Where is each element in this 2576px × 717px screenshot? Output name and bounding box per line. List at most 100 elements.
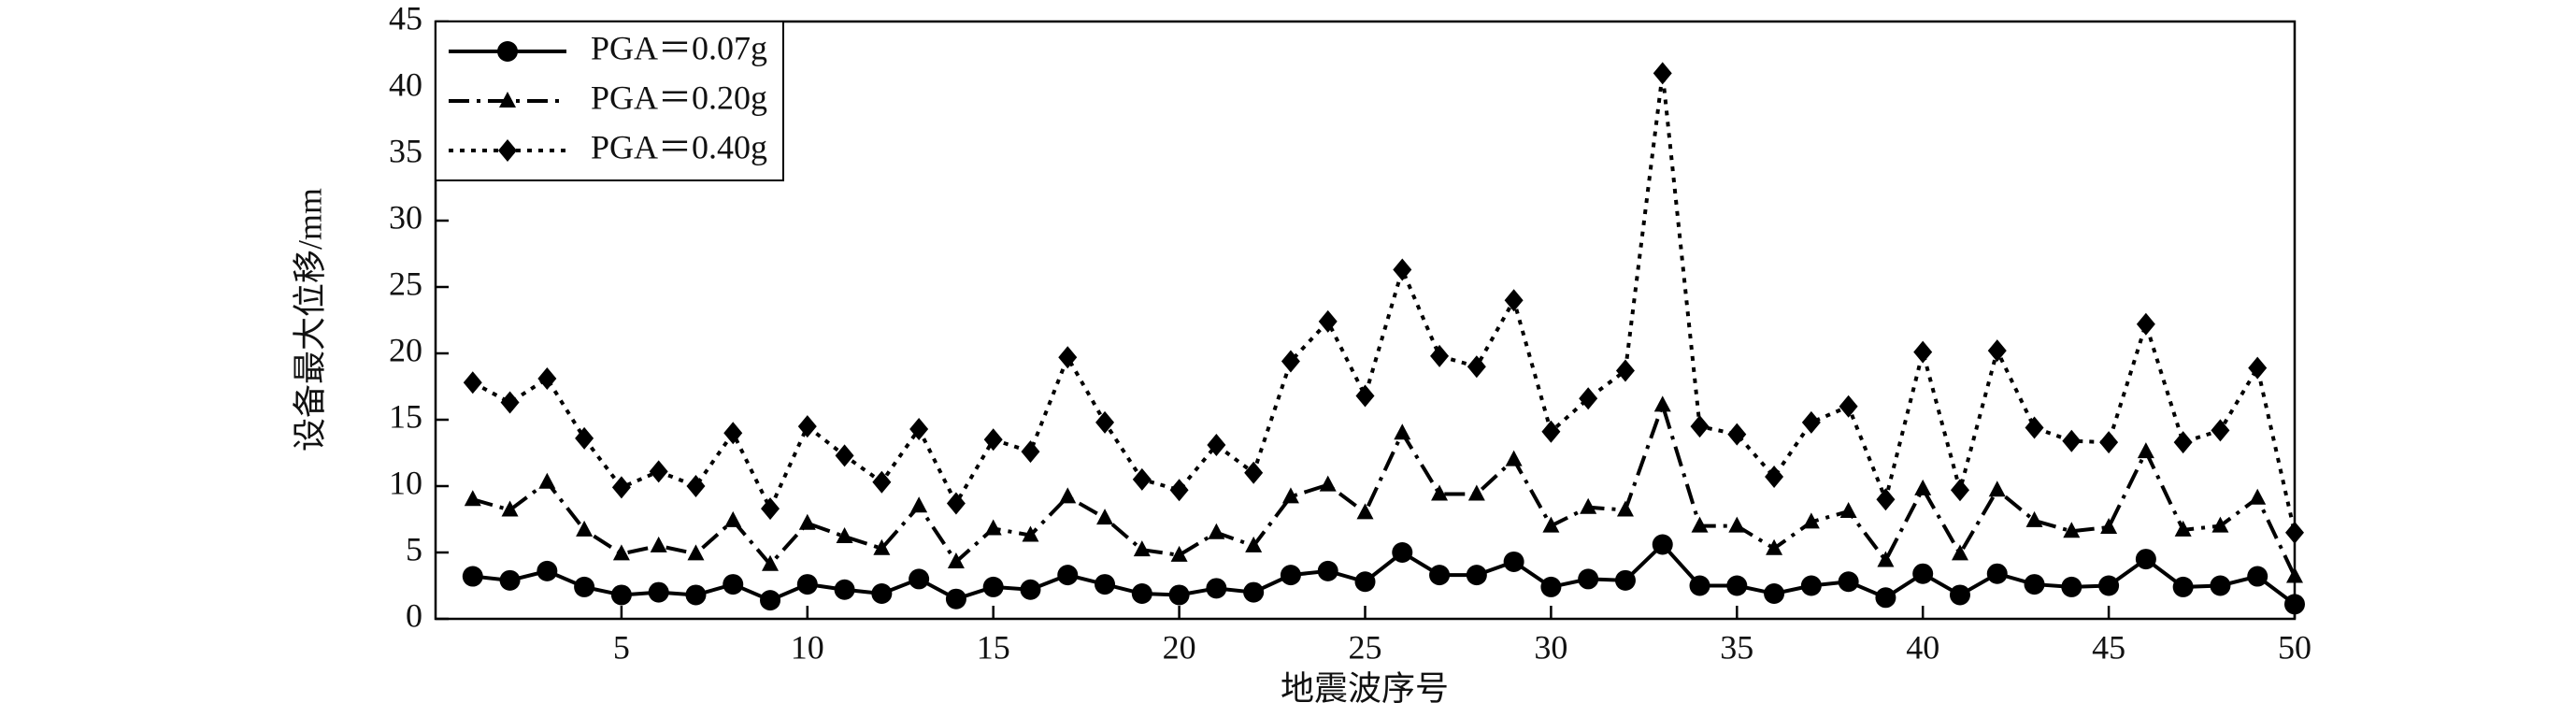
marker [1876,488,1896,511]
marker [2024,574,2045,595]
marker [501,500,519,517]
marker [499,569,521,591]
marker [1281,350,1300,373]
marker [1877,551,1895,567]
marker [1020,579,1041,600]
marker [2211,419,2230,442]
marker [1614,569,1636,591]
marker [1800,575,1822,596]
marker [1095,410,1115,434]
marker [2025,416,2044,439]
y-tick-label: 35 [389,132,422,169]
marker [723,574,744,595]
x-tick-label: 30 [1534,628,1567,666]
marker [872,470,892,494]
marker [1466,565,1487,586]
marker [1170,545,1188,562]
marker [1616,500,1634,517]
marker [1208,523,1225,539]
marker [798,513,816,530]
marker [612,544,630,561]
marker [1022,525,1039,542]
marker [1319,475,1337,492]
marker [1467,355,1486,379]
marker [1913,340,1933,364]
marker [1838,571,1859,593]
marker [1058,346,1078,369]
marker [761,497,780,521]
marker [1096,509,1114,525]
marker [947,552,965,568]
marker [1245,536,1263,552]
marker [1951,544,1968,561]
marker [1914,479,1932,495]
marker [1988,480,2006,497]
marker [1504,289,1524,312]
marker [2284,594,2305,615]
marker [1393,258,1412,281]
marker [983,428,1003,452]
legend: PGA＝0.07g PGA＝0.20g PGA＝0.40g [435,21,784,181]
x-tick-label: 50 [2278,628,2311,666]
marker [576,520,594,537]
marker [464,490,481,507]
marker [1875,587,1896,609]
marker [762,554,780,571]
marker [945,588,966,609]
marker [1355,384,1375,408]
marker [797,415,817,438]
marker [1690,415,1710,438]
marker [1615,359,1635,382]
marker [610,584,632,606]
marker [1206,578,1227,599]
y-tick-label: 40 [389,65,422,103]
marker [1430,344,1450,367]
marker [649,460,668,483]
marker [1059,487,1077,504]
marker [1131,583,1152,605]
marker [1987,339,2007,363]
marker [2137,442,2154,459]
marker [909,568,930,590]
marker [1580,497,1597,514]
y-tick-label: 5 [406,530,422,567]
marker [1653,395,1671,412]
marker [1801,410,1821,434]
marker [2100,518,2118,535]
marker [1467,484,1485,501]
marker [462,566,483,587]
marker [2286,566,2303,583]
marker [1912,563,1934,584]
marker [834,579,855,600]
y-tick-label: 20 [389,331,422,368]
marker [1318,309,1338,333]
marker [1132,467,1152,491]
marker [1021,440,1040,464]
legend-label: PGA＝0.07g [591,29,767,66]
marker [2210,575,2231,596]
marker [1802,512,1820,529]
marker [1578,568,1599,590]
marker [500,391,520,414]
marker [1169,479,1189,502]
marker [611,476,631,499]
marker [1394,423,1411,440]
series-line [471,73,2297,534]
marker [537,560,558,581]
x-tick-label: 10 [791,628,824,666]
marker [1765,466,1784,489]
x-tick-label: 5 [613,628,630,666]
marker [2174,520,2192,537]
legend-label: PGA＝0.20g [591,79,767,116]
marker [1540,576,1562,597]
marker [723,422,743,445]
marker [946,492,966,515]
marker [2247,566,2268,587]
marker [1429,565,1451,586]
marker [2061,576,2082,597]
marker [1057,565,1079,586]
marker [2099,431,2119,454]
marker [835,444,854,467]
legend-marker [499,92,516,108]
